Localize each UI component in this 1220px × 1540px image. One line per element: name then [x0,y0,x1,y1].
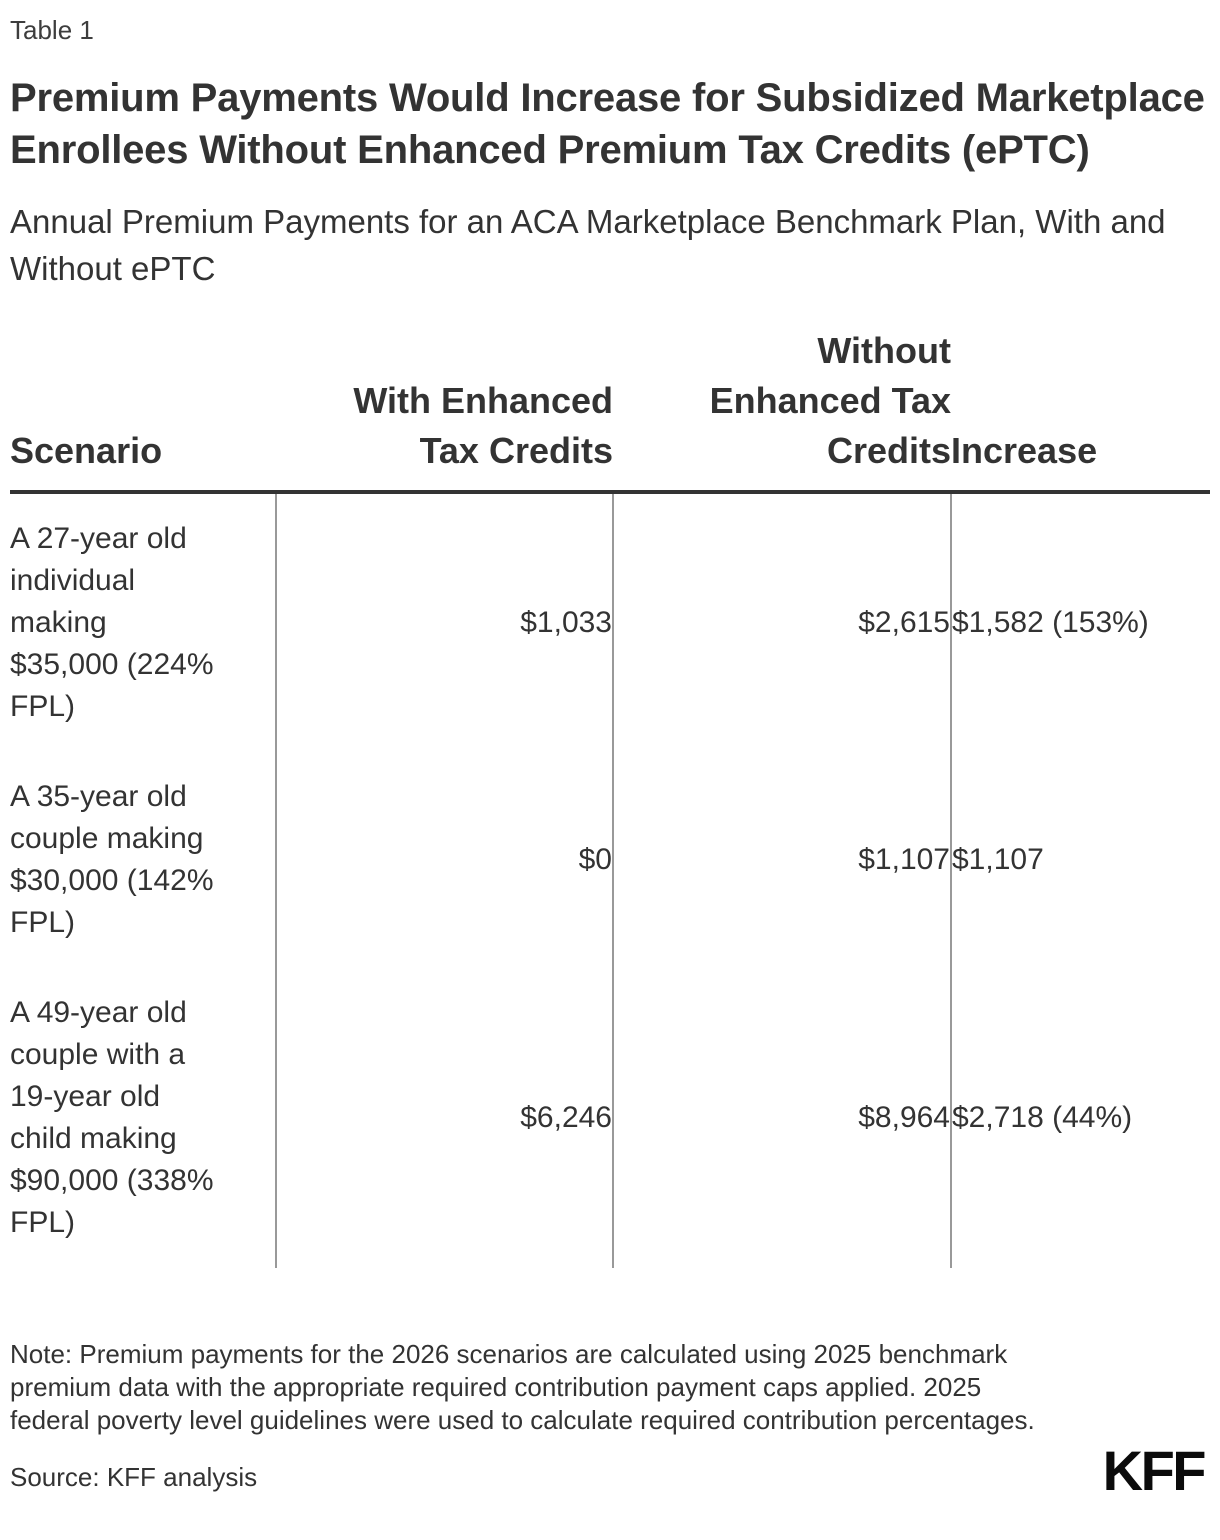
with-eptc-cell: $1,033 [275,492,613,752]
column-header-scenario: Scenario [10,292,276,494]
without-eptc-cell: $8,964 [612,968,951,1268]
column-header-increase: Increase [951,292,1210,494]
without-eptc-cell: $2,615 [612,492,951,752]
figure-footer: Source: KFF analysis KFF [10,1439,1210,1502]
with-eptc-cell: $6,246 [275,968,613,1268]
figure-title: Premium Payments Would Increase for Subs… [10,76,1205,172]
figure-subtitle: Annual Premium Payments for an ACA Marke… [10,203,1166,287]
kff-logo: KFF [1102,1439,1207,1502]
table-row: A 27-year old individual making $35,000 … [10,492,1210,752]
table-row: A 49-year old couple with a 19-year old … [10,968,1210,1268]
increase-cell: $1,582 (153%) [950,492,1210,752]
table-header-row: Scenario With Enhanced Tax Credits Witho… [10,292,1210,494]
premium-payments-table: Scenario With Enhanced Tax Credits Witho… [10,292,1210,1268]
table-label: Table 1 [10,15,94,45]
table-row: A 35-year old couple making $30,000 (142… [10,752,1210,968]
scenario-cell: A 35-year old couple making $30,000 (142… [10,780,214,939]
figure-note: Note: Premium payments for the 2026 scen… [10,1339,1035,1435]
column-header-without-enhanced-tax-credits: Without Enhanced Tax Credits [613,292,951,494]
with-eptc-cell: $0 [275,752,613,968]
increase-cell: $2,718 (44%) [950,968,1210,1268]
scenario-cell: A 27-year old individual making $35,000 … [10,522,214,723]
increase-cell: $1,107 [950,752,1210,968]
figure-source: Source: KFF analysis [10,1462,258,1492]
scenario-cell: A 49-year old couple with a 19-year old … [10,996,214,1239]
without-eptc-cell: $1,107 [612,752,951,968]
column-header-with-enhanced-tax-credits: With Enhanced Tax Credits [276,292,613,494]
